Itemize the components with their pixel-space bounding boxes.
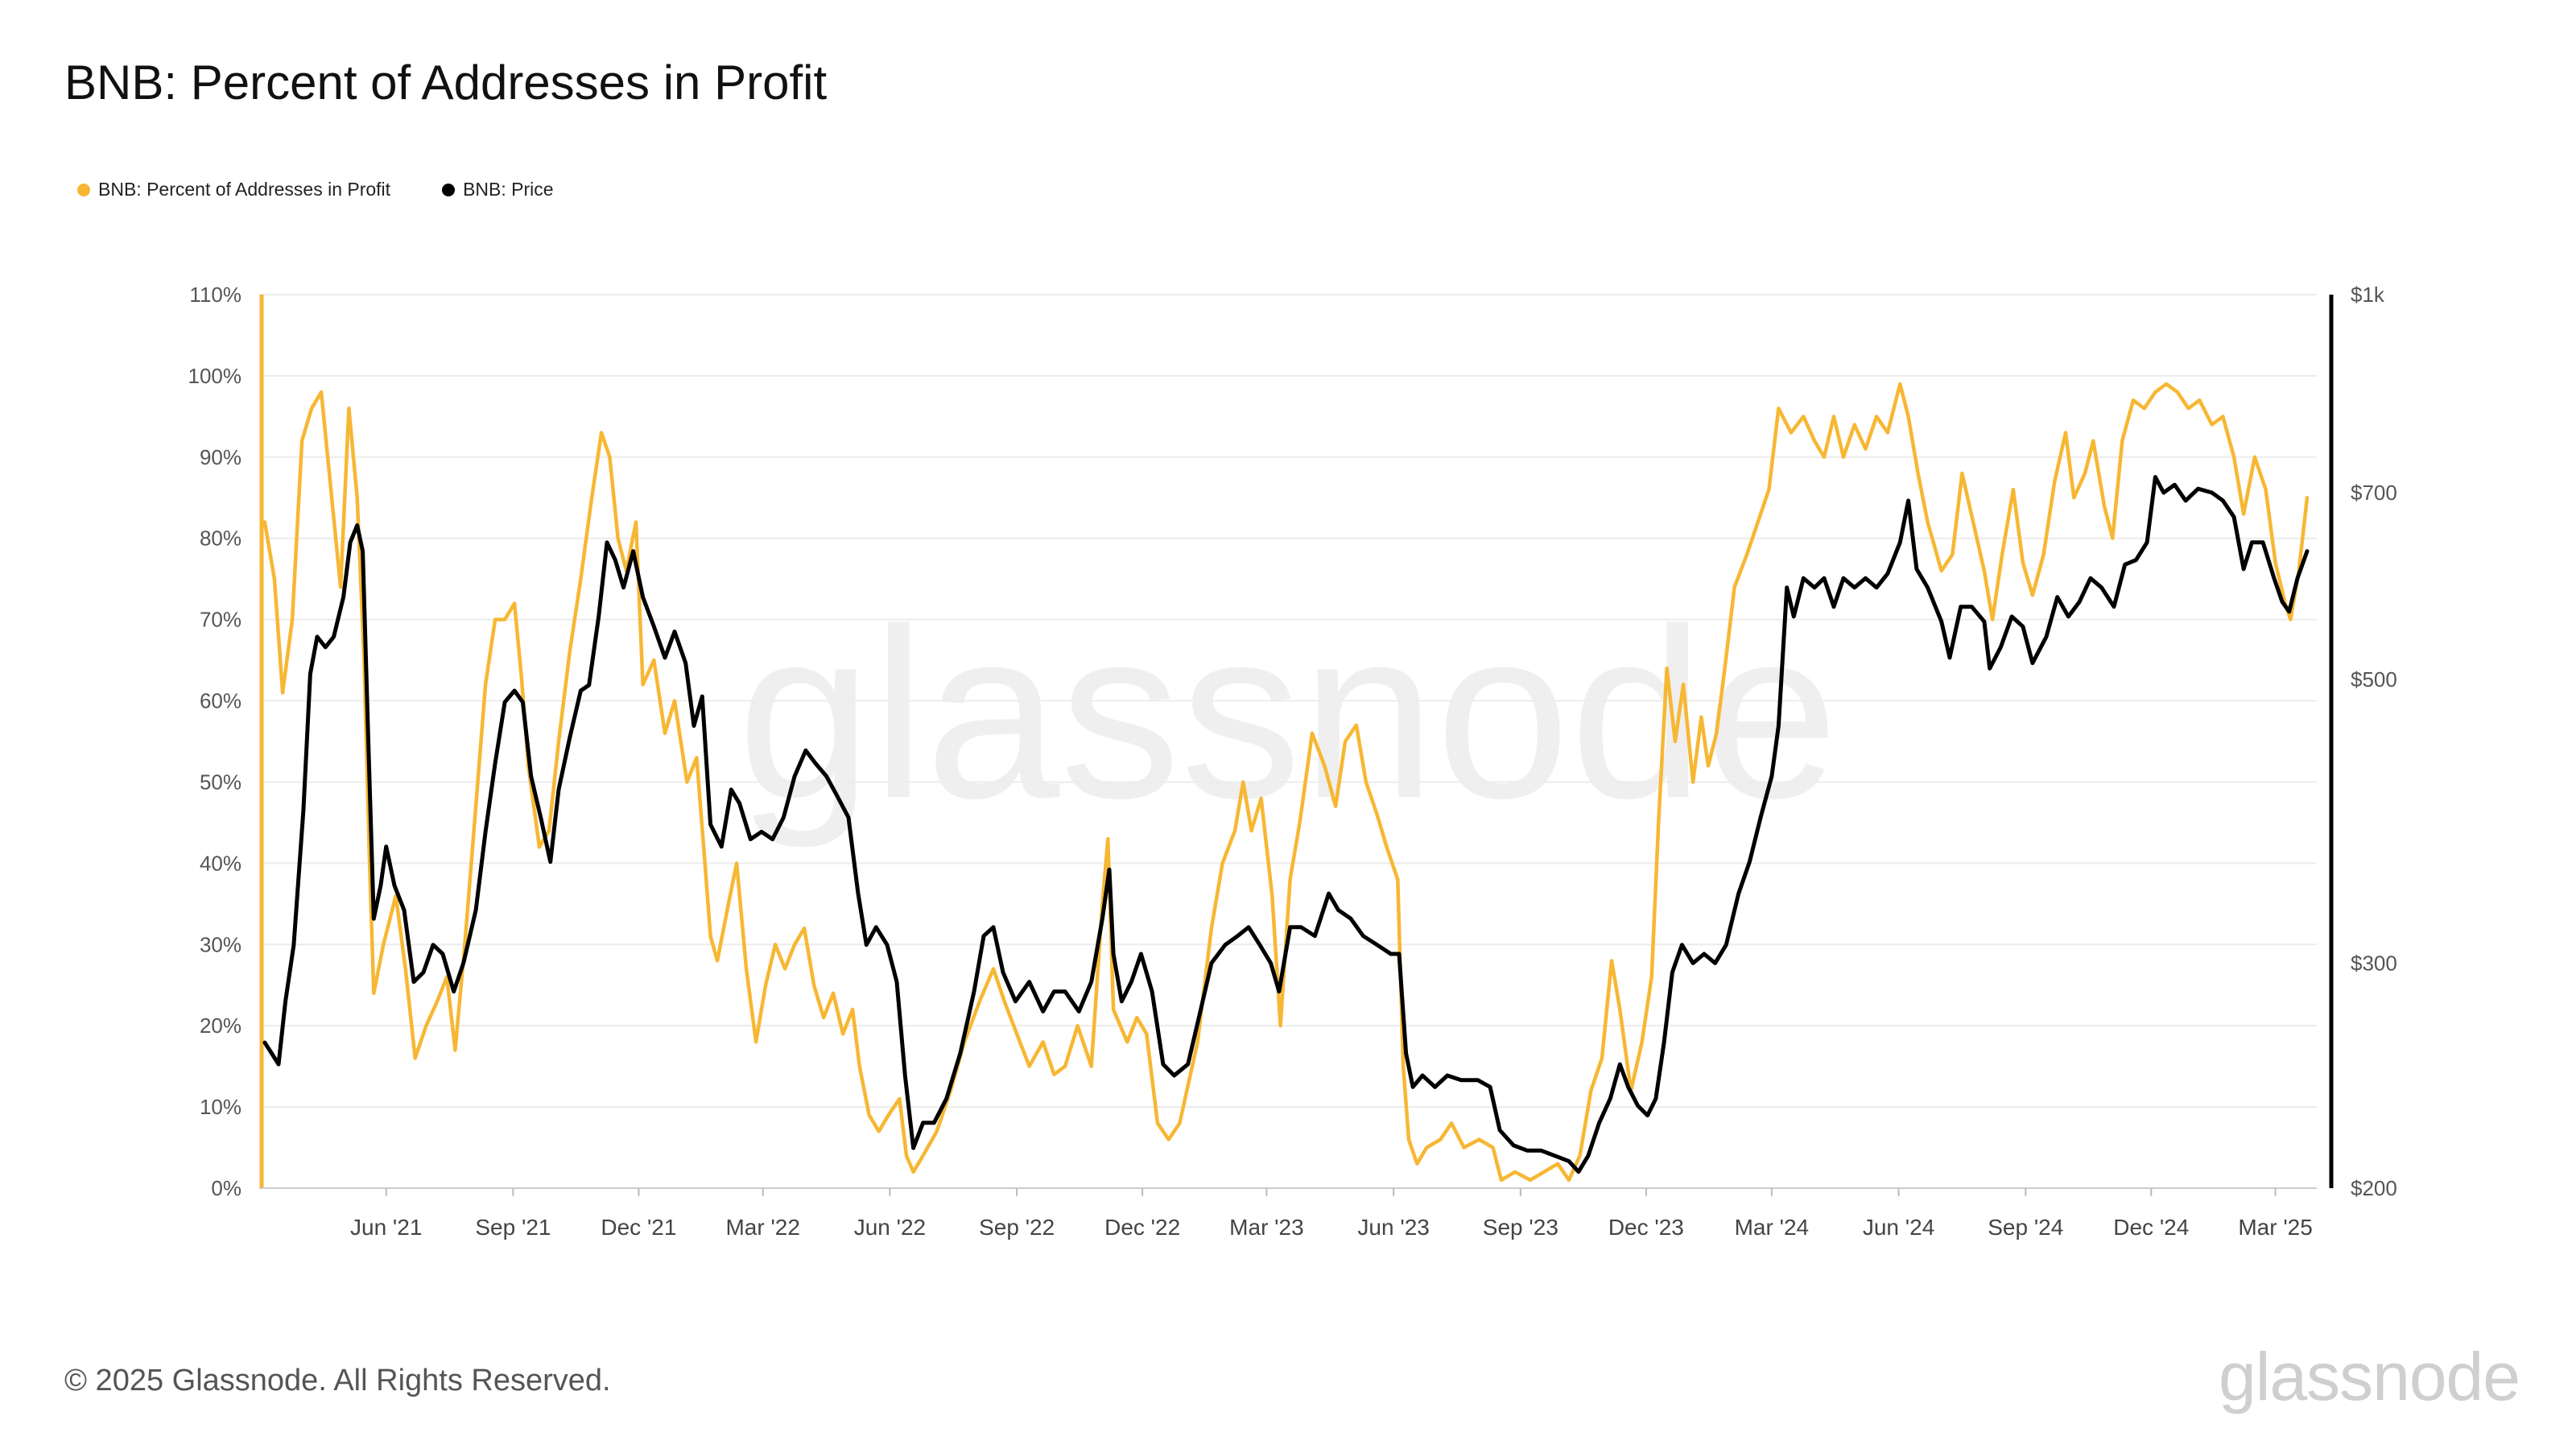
x-tick-label: Jun '21 bbox=[350, 1215, 422, 1240]
y-left-tick-label: 70% bbox=[200, 608, 242, 632]
brand-logo: glassnode bbox=[2219, 1339, 2520, 1414]
legend-item-price[interactable]: BNB: Price bbox=[442, 179, 554, 200]
y-left-tick-label: 20% bbox=[200, 1013, 242, 1038]
y-right-tick-label: $700 bbox=[2351, 481, 2397, 505]
watermark-text: glassnode bbox=[737, 578, 1839, 850]
x-tick-label: Dec '23 bbox=[1608, 1215, 1684, 1240]
x-tick-label: Jun '23 bbox=[1357, 1215, 1429, 1240]
x-tick-label: Dec '24 bbox=[2113, 1215, 2189, 1240]
y-left-tick-label: 90% bbox=[200, 445, 242, 469]
x-tick-label: Jun '24 bbox=[1863, 1215, 1934, 1240]
legend-dot-profit bbox=[77, 183, 90, 196]
y-right-tick-label: $300 bbox=[2351, 951, 2397, 975]
y-right-tick-label: $1k bbox=[2351, 283, 2385, 307]
y-left-tick-label: 80% bbox=[200, 526, 242, 551]
legend-item-profit[interactable]: BNB: Percent of Addresses in Profit bbox=[77, 179, 390, 200]
x-tick-label: Mar '22 bbox=[725, 1215, 800, 1240]
series-line-price bbox=[262, 475, 2310, 1174]
x-tick-label: Jun '22 bbox=[854, 1215, 926, 1240]
x-tick-label: Sep '21 bbox=[475, 1215, 551, 1240]
y-right-tick-label: $500 bbox=[2351, 667, 2397, 691]
y-left-tick-label: 50% bbox=[200, 770, 242, 794]
x-tick-label: Dec '21 bbox=[601, 1215, 676, 1240]
y-left-tick-label: 0% bbox=[211, 1176, 242, 1200]
y-left-tick-label: 100% bbox=[188, 364, 242, 388]
x-tick-label: Mar '25 bbox=[2238, 1215, 2313, 1240]
page-title: BNB: Percent of Addresses in Profit bbox=[64, 56, 828, 109]
y-left-tick-label: 110% bbox=[189, 283, 242, 307]
x-tick-label: Sep '22 bbox=[979, 1215, 1055, 1240]
x-tick-label: Mar '24 bbox=[1735, 1215, 1810, 1240]
copyright-text: © 2025 Glassnode. All Rights Reserved. bbox=[64, 1364, 611, 1397]
y-right-tick-label: $200 bbox=[2351, 1176, 2397, 1200]
y-left-tick-label: 40% bbox=[200, 851, 242, 875]
legend-dot-price bbox=[442, 183, 456, 196]
chart-legend: BNB: Percent of Addresses in Profit BNB:… bbox=[77, 179, 554, 200]
x-tick-label: Mar '23 bbox=[1229, 1215, 1304, 1240]
y-left-tick-label: 60% bbox=[200, 689, 242, 713]
legend-label-price: BNB: Price bbox=[463, 179, 554, 200]
y-left-tick-label: 30% bbox=[200, 932, 242, 956]
legend-label-profit: BNB: Percent of Addresses in Profit bbox=[98, 179, 391, 200]
x-tick-label: Dec '22 bbox=[1104, 1215, 1180, 1240]
x-tick-label: Sep '24 bbox=[1988, 1215, 2063, 1240]
y-left-tick-label: 10% bbox=[200, 1095, 242, 1119]
series-line-profit bbox=[262, 382, 2310, 1183]
x-tick-label: Sep '23 bbox=[1483, 1215, 1558, 1240]
